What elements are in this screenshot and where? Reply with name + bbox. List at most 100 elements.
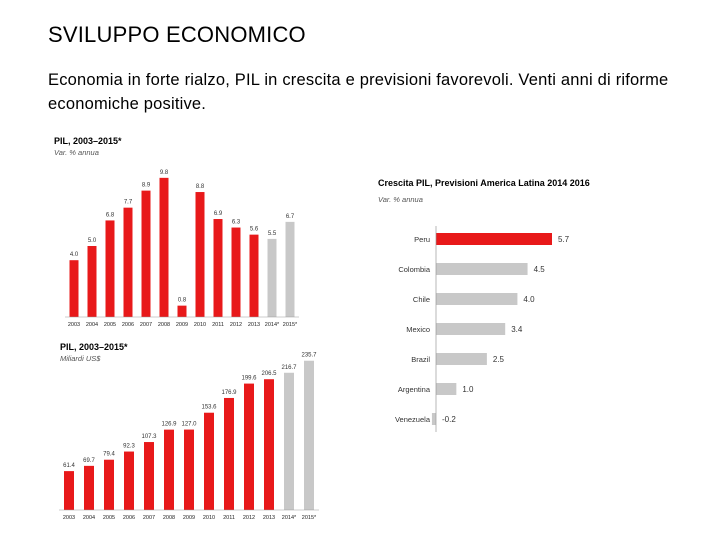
bar-2015* <box>304 360 314 510</box>
data-label: 6.7 <box>286 214 295 220</box>
x-tick-label: 2011 <box>223 515 235 521</box>
x-tick-label: 2007 <box>140 322 152 328</box>
x-tick-label: 2005 <box>104 322 116 328</box>
data-label: 79.4 <box>103 452 115 458</box>
bar-2012 <box>244 383 254 510</box>
bar-2010 <box>204 412 214 510</box>
data-label: 0.8 <box>178 298 187 304</box>
slide-description: Economia in forte rialzo, PIL in crescit… <box>48 71 669 113</box>
data-label: 199.6 <box>241 376 257 382</box>
x-tick-label: 2006 <box>122 322 134 328</box>
x-tick-label: 2015* <box>302 515 317 521</box>
chart-subtitle: Var. % annua <box>54 148 99 157</box>
x-tick-label: 2010 <box>203 515 215 521</box>
bar-2008 <box>159 177 169 317</box>
data-label: 9.8 <box>160 170 169 176</box>
x-tick-label: 2014* <box>265 322 280 328</box>
data-label: 5.0 <box>88 238 97 244</box>
data-label: 6.8 <box>106 212 115 218</box>
x-tick-label: 2011 <box>212 322 224 328</box>
data-label: 235.7 <box>301 353 317 359</box>
bar-2011 <box>213 219 223 317</box>
y-tick-label: Peru <box>414 235 430 244</box>
x-tick-label: 2009 <box>176 322 188 328</box>
chart-subtitle: Var. % annua <box>378 195 423 204</box>
bar-2013 <box>264 379 274 510</box>
x-tick-label: 2008 <box>158 322 170 328</box>
bar-2004 <box>84 465 94 510</box>
data-label: 3.4 <box>511 325 523 334</box>
bar-2004 <box>87 246 97 317</box>
chart-pil-billions: PIL, 2003–2015* Miliardi US$ 61.4 2003 69.… <box>59 342 319 521</box>
y-tick-label: Colombia <box>398 265 431 274</box>
bar-2007 <box>144 442 154 510</box>
data-label: 7.7 <box>124 200 133 206</box>
x-tick-label: 2003 <box>68 322 80 328</box>
data-label: 206.5 <box>261 371 277 377</box>
data-label: 176.9 <box>221 390 237 396</box>
bar-peru <box>436 233 552 245</box>
bar-venezuela <box>431 413 436 425</box>
data-label: 92.3 <box>123 444 135 450</box>
x-tick-label: 2007 <box>143 515 155 521</box>
chart-subtitle: Miliardi US$ <box>60 354 101 363</box>
bar-2015* <box>285 221 295 317</box>
x-tick-label: 2009 <box>183 515 195 521</box>
data-label: 126.9 <box>161 422 177 428</box>
bar-2006 <box>124 451 134 510</box>
chart-title: Crescita PIL, Previsioni America Latina … <box>378 178 590 188</box>
x-tick-label: 2008 <box>163 515 175 521</box>
x-tick-label: 2004 <box>83 515 95 521</box>
x-tick-label: 2004 <box>86 322 98 328</box>
chart-title: PIL, 2003–2015* <box>60 342 128 352</box>
bar-argentina <box>436 383 457 395</box>
x-tick-label: 2013 <box>263 515 275 521</box>
y-tick-label: Argentina <box>398 385 431 394</box>
chart-pil-growth: PIL, 2003–2015* Var. % annua 4.0 2003 5.0 2… <box>54 136 299 328</box>
bar-2006 <box>123 207 133 317</box>
data-label: 5.6 <box>250 227 259 233</box>
y-tick-label: Venezuela <box>395 415 431 424</box>
data-label: 5.5 <box>268 231 277 237</box>
x-tick-label: 2006 <box>123 515 135 521</box>
bar-2009 <box>177 305 187 317</box>
data-label: 61.4 <box>63 463 75 469</box>
bar-chile <box>436 293 518 305</box>
slide-title: SVILUPPO ECONOMICO <box>48 22 306 47</box>
data-label: 6.3 <box>232 220 241 226</box>
bar-colombia <box>436 263 528 275</box>
data-label: 69.7 <box>83 458 95 464</box>
data-label: -0.2 <box>442 415 456 424</box>
data-label: 4.0 <box>70 252 79 258</box>
y-tick-label: Mexico <box>406 325 430 334</box>
bar-2008 <box>164 429 174 510</box>
chart-title: PIL, 2003–2015* <box>54 136 122 146</box>
bar-brazil <box>436 353 487 365</box>
data-label: 153.6 <box>201 405 217 411</box>
x-tick-label: 2015* <box>283 322 298 328</box>
data-label: 107.3 <box>141 434 157 440</box>
y-tick-label: Chile <box>413 295 430 304</box>
x-tick-label: 2012 <box>243 515 255 521</box>
data-label: 4.5 <box>534 265 546 274</box>
bar-2003 <box>64 471 74 510</box>
bar-2011 <box>224 397 234 510</box>
data-label: 4.0 <box>523 295 535 304</box>
x-tick-label: 2012 <box>230 322 242 328</box>
bar-2010 <box>195 192 205 317</box>
bar-2005 <box>105 220 115 317</box>
bar-2012 <box>231 227 241 317</box>
x-tick-label: 2014* <box>282 515 297 521</box>
data-label: 127.0 <box>181 422 197 428</box>
bar-2009 <box>184 429 194 510</box>
bar-2014* <box>284 372 294 510</box>
bar-2013 <box>249 234 259 317</box>
data-label: 1.0 <box>462 385 474 394</box>
x-tick-label: 2013 <box>248 322 260 328</box>
data-label: 2.5 <box>493 355 505 364</box>
bar-mexico <box>436 323 506 335</box>
bar-2014* <box>267 238 277 317</box>
data-label: 216.7 <box>281 365 297 371</box>
y-tick-label: Brazil <box>411 355 430 364</box>
data-label: 6.9 <box>214 211 223 217</box>
